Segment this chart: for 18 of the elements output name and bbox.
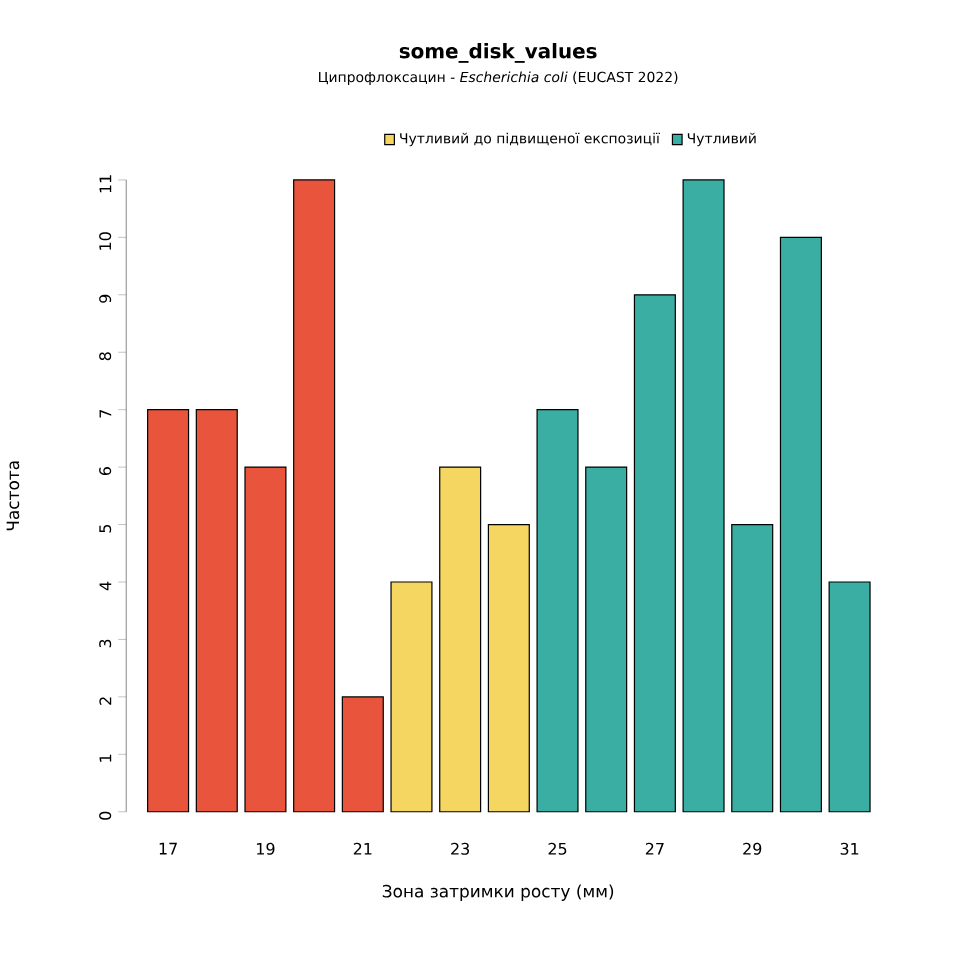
- bar: [633, 294, 676, 813]
- bar: [779, 236, 822, 813]
- bar: [536, 409, 579, 813]
- bar: [147, 409, 190, 813]
- y-axis-title: Частота: [6, 461, 20, 531]
- bar: [439, 466, 482, 813]
- bar: [293, 179, 336, 813]
- bar: [731, 524, 774, 813]
- bar: [828, 581, 871, 813]
- x-axis-title: Зона затримки росту (мм): [382, 884, 614, 902]
- bar: [244, 466, 287, 813]
- bar: [390, 581, 433, 813]
- bar: [682, 179, 725, 813]
- bar: [585, 466, 628, 813]
- bar: [341, 696, 384, 813]
- bar: [195, 409, 238, 813]
- bar: [487, 524, 530, 813]
- chart-title: some_disk_values: [399, 43, 597, 63]
